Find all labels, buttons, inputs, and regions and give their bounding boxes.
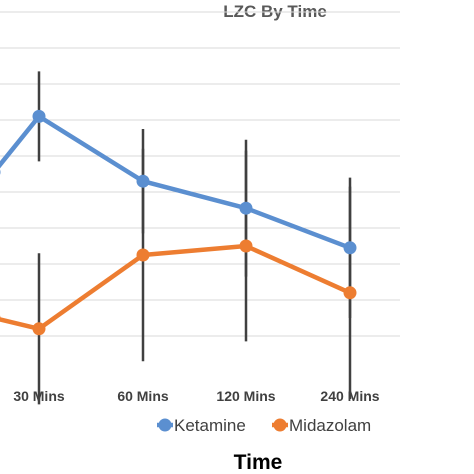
legend-label: Midazolam [289,416,371,435]
series-lines [0,114,351,332]
data-point-midazolam [32,322,46,336]
data-point-ketamine [32,109,46,123]
legend-swatch-marker [273,418,287,432]
data-point-ketamine [239,201,253,215]
data-point-midazolam [239,239,253,253]
data-point-ketamine [343,241,357,255]
data-point-midazolam [343,286,357,300]
data-points [0,109,357,336]
x-tick-label: 240 Mins [320,388,379,404]
error-bars [37,71,352,405]
data-point-midazolam [136,248,150,262]
data-point-midazolam [0,315,1,321]
x-tick-label: 60 Mins [117,388,169,404]
legend-swatch-marker [158,418,172,432]
data-point-ketamine [136,174,150,188]
x-axis-label: Time [234,451,283,474]
x-tick-label: 120 Mins [216,388,275,404]
legend: Ketamine Midazolam [157,416,371,435]
x-tick-labels: 30 Mins 60 Mins 120 Mins 240 Mins [13,388,379,404]
gridlines [0,11,400,337]
x-tick-label: 30 Mins [13,388,65,404]
series-line-midazolam [0,243,351,332]
legend-label: Ketamine [174,416,246,435]
data-point-ketamine [0,169,1,175]
